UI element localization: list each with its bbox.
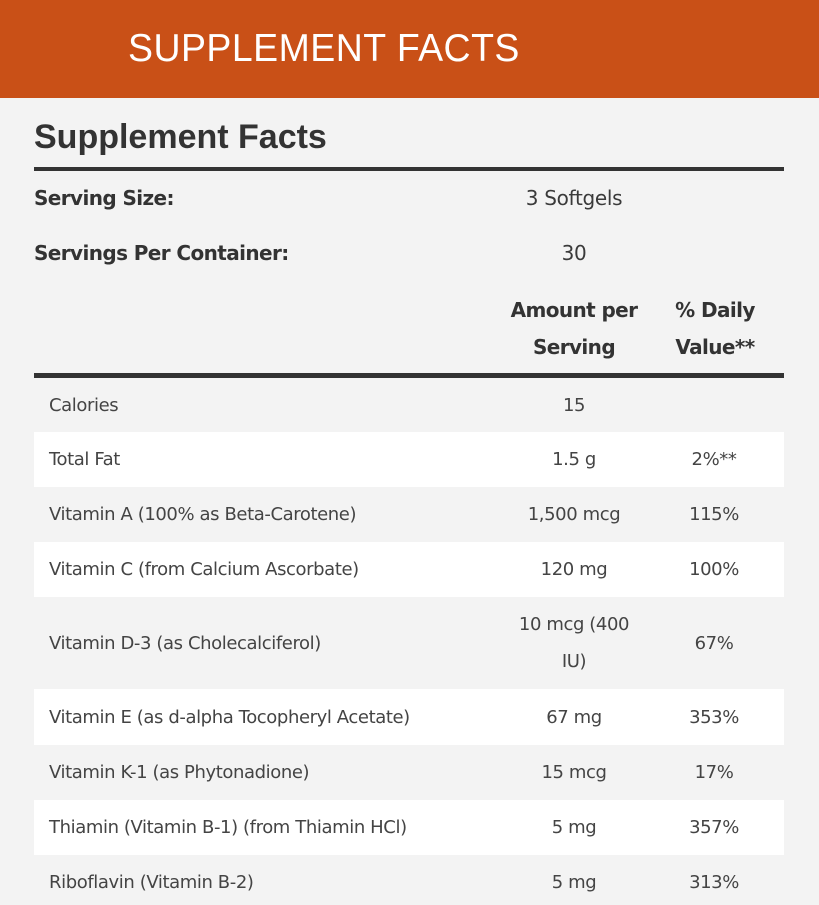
nutrient-amount: 15 mcg xyxy=(541,762,607,783)
nutrient-amount: 10 mcg (400 IU) xyxy=(494,606,654,680)
table-row: Riboflavin (Vitamin B-2) 5 mg 313% xyxy=(34,855,784,905)
nutrient-name: Vitamin E (as d-alpha Tocopheryl Acetate… xyxy=(49,706,410,728)
nutrient-amount-line1: 10 mcg (400 xyxy=(518,614,630,635)
nutrient-daily-value: 357% xyxy=(689,817,739,838)
serving-size-value: 3 Softgels xyxy=(525,186,623,210)
nutrient-name: Riboflavin (Vitamin B-2) xyxy=(49,872,254,893)
nutrient-amount: 1.5 g xyxy=(552,449,596,470)
table-row: Calories 15 xyxy=(34,378,784,432)
nutrient-name: Vitamin A (100% as Beta-Carotene) xyxy=(49,504,357,525)
servings-per-container-label: Servings Per Container: xyxy=(34,241,289,265)
banner-title: SUPPLEMENT FACTS xyxy=(128,27,520,70)
nutrient-daily-value: 2%** xyxy=(691,449,737,470)
nutrient-name: Thiamin (Vitamin B-1) (from Thiamin HCl) xyxy=(49,817,407,838)
nutrient-amount: 15 xyxy=(562,394,586,416)
page-banner: SUPPLEMENT FACTS xyxy=(0,0,819,98)
nutrient-amount-line2: IU) xyxy=(561,651,587,672)
nutrient-daily-value: 115% xyxy=(689,504,739,525)
table-row: Thiamin (Vitamin B-1) (from Thiamin HCl)… xyxy=(34,800,784,855)
amount-header-line2: Serving xyxy=(532,335,616,359)
servings-per-container-value: 30 xyxy=(561,241,587,265)
nutrient-amount: 120 mg xyxy=(540,559,608,580)
nutrient-daily-value: 353% xyxy=(689,706,739,728)
nutrient-daily-value: 313% xyxy=(689,872,739,893)
nutrient-daily-value: 100% xyxy=(689,559,739,580)
table-row: Vitamin E (as d-alpha Tocopheryl Acetate… xyxy=(34,689,784,745)
table-row: Vitamin A (100% as Beta-Carotene) 1,500 … xyxy=(34,487,784,542)
amount-per-serving-header: Amount per Serving xyxy=(494,292,654,366)
serving-size-label: Serving Size: xyxy=(34,186,175,210)
daily-value-header: % Daily Value** xyxy=(660,292,770,366)
serving-size-row: Serving Size: 3 Softgels xyxy=(34,186,784,216)
nutrient-daily-value: 17% xyxy=(694,762,734,783)
table-row: Vitamin D-3 (as Cholecalciferol) 10 mcg … xyxy=(34,597,784,689)
nutrient-amount: 67 mg xyxy=(546,706,602,728)
table-row: Vitamin C (from Calcium Ascorbate) 120 m… xyxy=(34,542,784,597)
amount-header-line1: Amount per xyxy=(510,298,638,322)
table-row: Total Fat 1.5 g 2%** xyxy=(34,432,784,487)
nutrient-name: Vitamin C (from Calcium Ascorbate) xyxy=(49,559,359,580)
servings-per-container-row: Servings Per Container: 30 xyxy=(34,241,784,271)
nutrient-name: Vitamin D-3 (as Cholecalciferol) xyxy=(49,632,321,654)
nutrient-amount: 5 mg xyxy=(551,872,597,893)
table-row: Vitamin K-1 (as Phytonadione) 15 mcg 17% xyxy=(34,745,784,800)
heading-divider xyxy=(34,167,784,171)
nutrient-name: Vitamin K-1 (as Phytonadione) xyxy=(49,762,310,783)
nutrient-name: Total Fat xyxy=(49,449,120,470)
nutrient-amount: 5 mg xyxy=(551,817,597,838)
nutrient-table: Calories 15 Total Fat 1.5 g 2%** Vitamin… xyxy=(34,378,784,905)
table-header-divider xyxy=(34,373,784,378)
dv-header-line1: % Daily xyxy=(675,298,755,322)
nutrient-name: Calories xyxy=(49,394,119,416)
dv-header-line2: Value** xyxy=(675,335,755,359)
nutrient-daily-value: 67% xyxy=(694,632,734,654)
supplement-facts-heading: Supplement Facts xyxy=(34,118,327,156)
nutrient-amount: 1,500 mcg xyxy=(527,504,621,525)
